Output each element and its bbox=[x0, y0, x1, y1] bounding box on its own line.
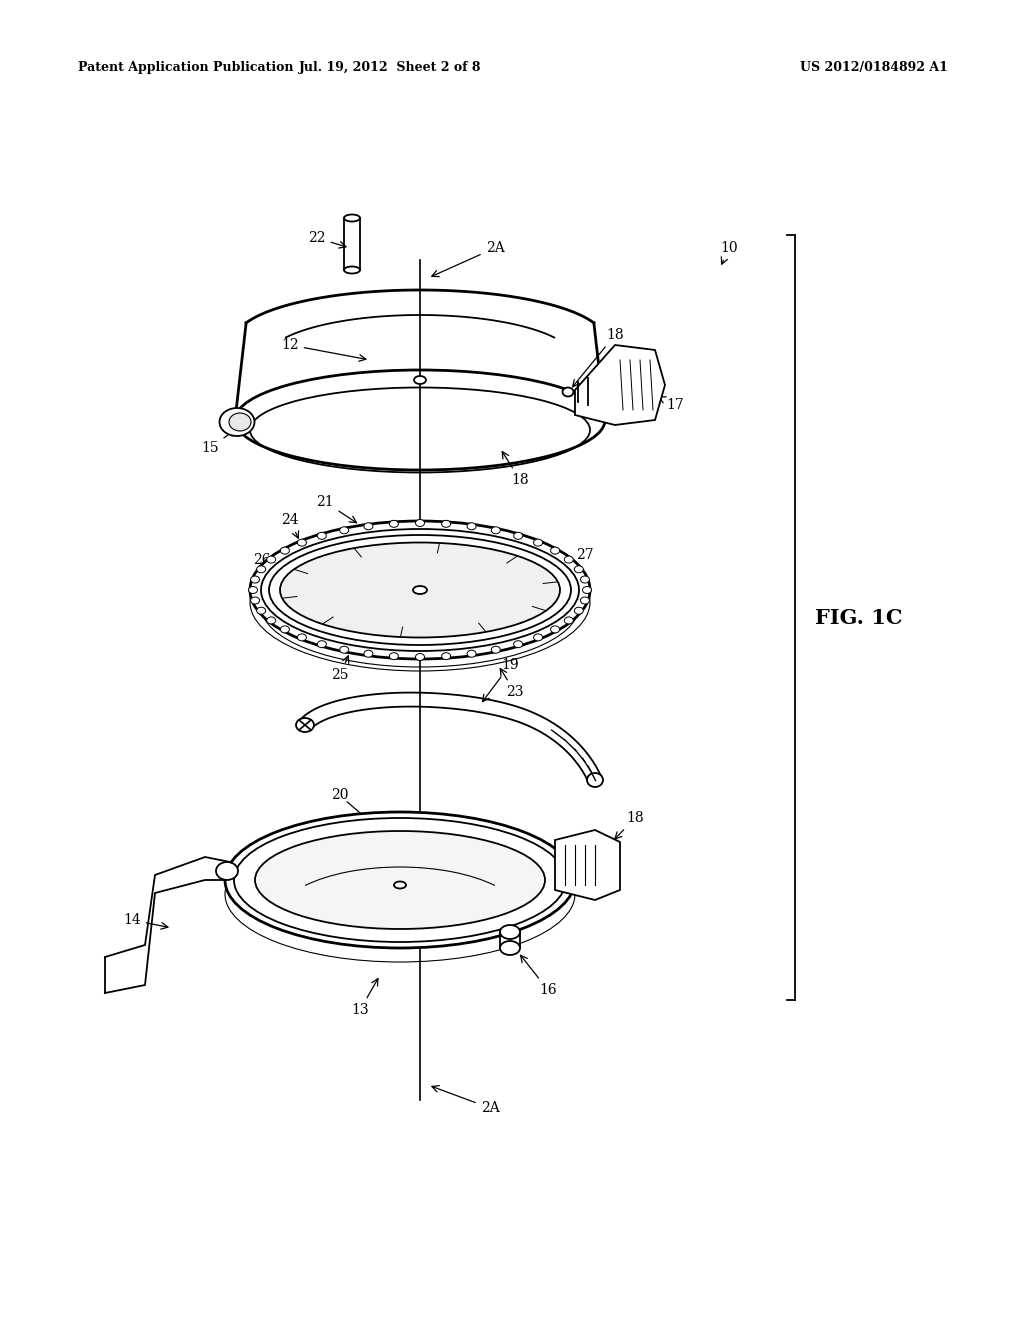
Text: 25: 25 bbox=[331, 656, 349, 682]
Text: 22: 22 bbox=[308, 231, 346, 248]
Text: 18: 18 bbox=[502, 451, 528, 487]
Text: 19: 19 bbox=[482, 657, 519, 702]
Ellipse shape bbox=[389, 652, 398, 660]
Ellipse shape bbox=[583, 586, 592, 594]
Ellipse shape bbox=[492, 527, 501, 533]
Ellipse shape bbox=[416, 520, 425, 527]
Text: 2A: 2A bbox=[432, 242, 505, 277]
Text: Patent Application Publication: Patent Application Publication bbox=[78, 62, 294, 74]
Ellipse shape bbox=[216, 862, 238, 880]
Ellipse shape bbox=[225, 812, 575, 948]
Text: 10: 10 bbox=[720, 242, 737, 264]
Text: 17: 17 bbox=[658, 397, 684, 412]
Ellipse shape bbox=[467, 523, 476, 529]
Text: 27: 27 bbox=[563, 548, 594, 566]
Ellipse shape bbox=[234, 818, 566, 942]
Ellipse shape bbox=[574, 566, 584, 573]
Ellipse shape bbox=[587, 774, 603, 787]
Ellipse shape bbox=[281, 546, 290, 554]
Ellipse shape bbox=[269, 535, 571, 645]
Ellipse shape bbox=[296, 718, 314, 733]
Ellipse shape bbox=[297, 634, 306, 642]
Ellipse shape bbox=[344, 267, 360, 273]
Text: 13: 13 bbox=[351, 978, 378, 1016]
Text: 28: 28 bbox=[432, 594, 483, 619]
Ellipse shape bbox=[255, 832, 545, 929]
Ellipse shape bbox=[344, 214, 360, 222]
Text: FIG. 1C: FIG. 1C bbox=[815, 607, 902, 627]
Ellipse shape bbox=[534, 539, 543, 546]
Ellipse shape bbox=[257, 607, 265, 614]
Ellipse shape bbox=[441, 520, 451, 527]
Ellipse shape bbox=[492, 647, 501, 653]
Ellipse shape bbox=[250, 521, 590, 659]
Ellipse shape bbox=[534, 634, 543, 642]
Text: 15: 15 bbox=[201, 429, 236, 455]
Ellipse shape bbox=[317, 532, 327, 540]
Ellipse shape bbox=[257, 566, 265, 573]
Ellipse shape bbox=[251, 597, 259, 605]
Text: 21: 21 bbox=[316, 495, 356, 523]
Ellipse shape bbox=[551, 626, 559, 632]
Text: 12: 12 bbox=[282, 338, 366, 362]
Ellipse shape bbox=[467, 651, 476, 657]
Ellipse shape bbox=[500, 941, 520, 954]
Text: 18: 18 bbox=[614, 810, 644, 840]
Ellipse shape bbox=[219, 408, 255, 436]
Ellipse shape bbox=[251, 576, 259, 583]
Text: 24: 24 bbox=[282, 513, 299, 539]
Ellipse shape bbox=[564, 556, 573, 564]
Ellipse shape bbox=[551, 546, 559, 554]
Ellipse shape bbox=[564, 616, 573, 624]
Text: 14: 14 bbox=[123, 913, 168, 929]
Polygon shape bbox=[555, 830, 620, 900]
Ellipse shape bbox=[364, 523, 373, 529]
Text: 16: 16 bbox=[520, 956, 557, 997]
Ellipse shape bbox=[280, 543, 560, 638]
Ellipse shape bbox=[297, 539, 306, 546]
Ellipse shape bbox=[249, 586, 257, 594]
Text: 26: 26 bbox=[253, 553, 282, 573]
Ellipse shape bbox=[414, 376, 426, 384]
Ellipse shape bbox=[340, 647, 349, 653]
Text: 2A: 2A bbox=[432, 1085, 500, 1115]
Ellipse shape bbox=[340, 527, 349, 533]
Ellipse shape bbox=[394, 882, 406, 888]
Ellipse shape bbox=[389, 520, 398, 527]
Ellipse shape bbox=[266, 556, 275, 564]
Polygon shape bbox=[575, 345, 665, 425]
Text: US 2012/0184892 A1: US 2012/0184892 A1 bbox=[800, 62, 948, 74]
Text: 20: 20 bbox=[331, 788, 349, 803]
Ellipse shape bbox=[581, 576, 590, 583]
Ellipse shape bbox=[266, 616, 275, 624]
Ellipse shape bbox=[261, 529, 579, 651]
Ellipse shape bbox=[514, 640, 522, 648]
Text: 23: 23 bbox=[500, 668, 523, 700]
Ellipse shape bbox=[514, 532, 522, 540]
Ellipse shape bbox=[229, 413, 251, 432]
Ellipse shape bbox=[413, 586, 427, 594]
Ellipse shape bbox=[364, 651, 373, 657]
Ellipse shape bbox=[562, 388, 573, 396]
Ellipse shape bbox=[581, 597, 590, 605]
Ellipse shape bbox=[416, 653, 425, 660]
Ellipse shape bbox=[574, 607, 584, 614]
Text: 18: 18 bbox=[572, 327, 624, 387]
Ellipse shape bbox=[281, 626, 290, 632]
Ellipse shape bbox=[441, 652, 451, 660]
Ellipse shape bbox=[317, 640, 327, 648]
Text: Jul. 19, 2012  Sheet 2 of 8: Jul. 19, 2012 Sheet 2 of 8 bbox=[299, 62, 481, 74]
Ellipse shape bbox=[500, 925, 520, 939]
